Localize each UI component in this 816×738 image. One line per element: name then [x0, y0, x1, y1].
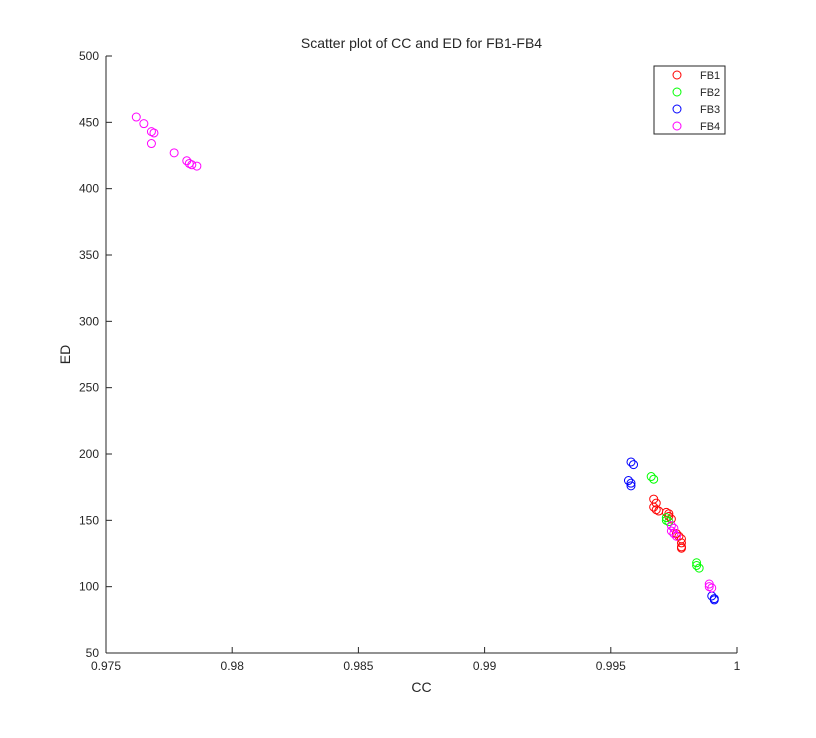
- y-tick-label: 100: [79, 580, 99, 594]
- x-ticks: 0.975 0.98 0.985 0.99 0.995 1: [91, 647, 741, 673]
- y-tick-label: 450: [79, 115, 99, 129]
- point-fb3: [626, 481, 636, 491]
- point-fb1: [676, 543, 686, 553]
- point-fb1: [674, 531, 684, 541]
- x-axis-label: CC: [411, 679, 431, 695]
- x-tick-label: 0.975: [91, 659, 121, 673]
- y-tick-label: 350: [79, 248, 99, 262]
- y-tick-label: 250: [79, 381, 99, 395]
- point-fb4: [146, 139, 156, 149]
- y-tick-label: 150: [79, 513, 99, 527]
- point-fb2: [649, 474, 659, 484]
- y-axis-label: ED: [57, 345, 73, 364]
- point-fb2: [692, 560, 702, 570]
- point-fb2: [646, 472, 656, 482]
- point-fb1: [666, 514, 676, 524]
- legend-label: FB4: [700, 121, 720, 133]
- point-fb4: [149, 128, 159, 138]
- x-tick-label: 0.995: [596, 659, 626, 673]
- data-points: [131, 112, 719, 605]
- point-fb4: [146, 127, 156, 137]
- point-fb3: [626, 457, 636, 467]
- point-fb4: [666, 521, 676, 531]
- legend-marker-fb4: [672, 121, 682, 131]
- y-tick-label: 500: [79, 49, 99, 63]
- point-fb3: [626, 478, 636, 488]
- plot-area: [106, 56, 737, 653]
- x-tick-label: 0.985: [343, 659, 373, 673]
- point-fb1: [676, 538, 686, 548]
- point-fb4: [169, 148, 179, 158]
- point-fb4: [669, 529, 679, 539]
- x-tick-label: 1: [734, 659, 741, 673]
- legend-marker-fb2: [672, 87, 682, 97]
- legend-label: FB2: [700, 87, 720, 99]
- point-fb4: [671, 531, 681, 541]
- point-fb2: [661, 515, 671, 525]
- point-fb3: [623, 476, 633, 486]
- legend-box: [653, 65, 726, 135]
- legend-marker-fb3: [672, 104, 682, 114]
- legend-label: FB3: [700, 104, 720, 116]
- y-tick-label: 200: [79, 447, 99, 461]
- point-fb4: [187, 160, 197, 170]
- point-fb3: [629, 460, 639, 470]
- y-tick-label: 300: [79, 314, 99, 328]
- point-fb4: [704, 582, 714, 592]
- chart-title: Scatter plot of CC and ED for FB1-FB4: [301, 35, 542, 51]
- point-fb2: [694, 563, 704, 573]
- legend: FB1 FB2 FB3 FB4: [653, 65, 726, 135]
- y-tick-label: 400: [79, 182, 99, 196]
- point-fb4: [707, 583, 717, 593]
- point-fb4: [666, 526, 676, 536]
- point-fb4: [669, 523, 679, 533]
- axes: 0.975 0.98 0.985 0.99 0.995 1 50 100 150 200 250 3…: [79, 49, 741, 673]
- point-fb1: [651, 505, 661, 515]
- point-fb3: [709, 595, 719, 605]
- x-tick-label: 0.99: [473, 659, 497, 673]
- legend-marker-fb1: [672, 70, 682, 80]
- legend-label: FB1: [700, 70, 720, 82]
- x-tick-label: 0.98: [221, 659, 245, 673]
- point-fb2: [692, 558, 702, 568]
- y-ticks: 50 100 150 200 250 300 350 400 450 500: [79, 49, 112, 660]
- point-fb4: [131, 112, 141, 122]
- y-tick-label: 50: [86, 646, 100, 660]
- point-fb1: [671, 529, 681, 539]
- point-fb4: [139, 119, 149, 129]
- point-fb4: [192, 161, 202, 171]
